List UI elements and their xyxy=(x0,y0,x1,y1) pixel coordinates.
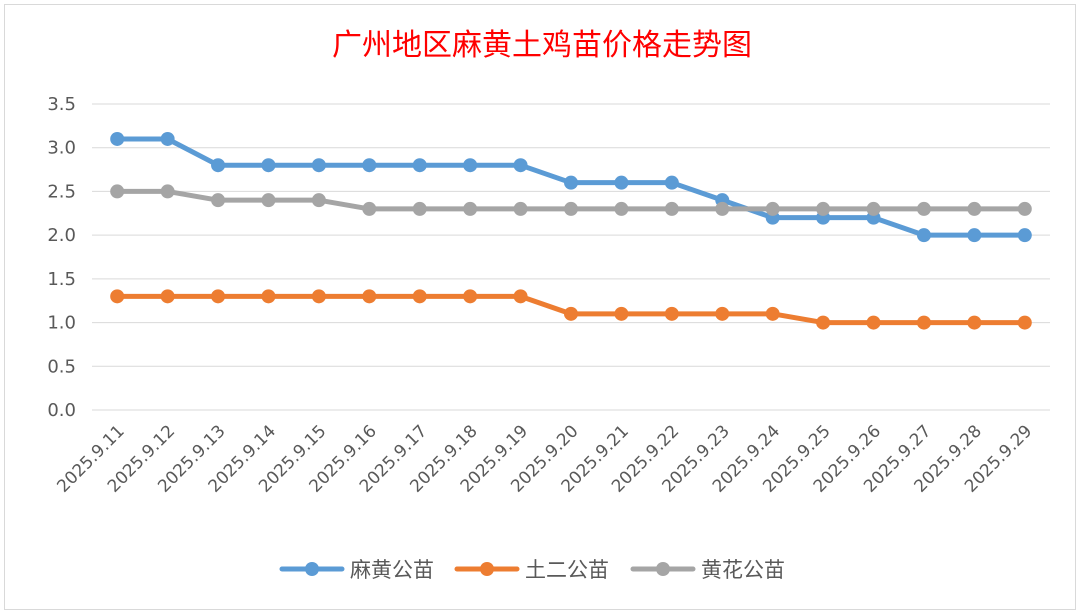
data-point xyxy=(513,201,528,216)
data-point xyxy=(463,289,478,304)
data-point xyxy=(664,306,679,321)
gridlines xyxy=(92,103,1050,411)
data-point xyxy=(967,201,982,216)
legend-label: 土二公苗 xyxy=(525,558,609,582)
data-point xyxy=(311,193,326,208)
series-group xyxy=(110,131,1032,330)
data-point xyxy=(110,184,125,199)
data-point xyxy=(916,201,931,216)
data-point xyxy=(160,289,175,304)
data-point xyxy=(362,289,377,304)
data-point xyxy=(261,193,276,208)
legend-item: 土二公苗 xyxy=(454,558,609,582)
legend-label: 黄花公苗 xyxy=(701,558,785,582)
data-point xyxy=(816,201,831,216)
data-point xyxy=(967,228,982,243)
data-point xyxy=(311,289,326,304)
y-tick-label: 3.0 xyxy=(47,138,76,159)
data-point xyxy=(412,201,427,216)
data-point xyxy=(916,315,931,330)
data-point xyxy=(362,158,377,173)
data-point xyxy=(967,315,982,330)
chart-area xyxy=(4,4,1076,610)
legend-swatch-marker xyxy=(305,562,319,576)
data-point xyxy=(1017,315,1032,330)
data-point xyxy=(1017,228,1032,243)
chart-title: 广州地区麻黄土鸡苗价格走势图 xyxy=(332,28,752,63)
data-point xyxy=(765,201,780,216)
series-3 xyxy=(110,184,1032,216)
data-point xyxy=(513,289,528,304)
data-point xyxy=(160,131,175,146)
data-point xyxy=(211,193,226,208)
legend-swatch-marker xyxy=(656,562,670,576)
data-point xyxy=(564,201,578,216)
y-tick-label: 2.0 xyxy=(47,225,76,246)
y-axis: 0.0 0.5 1.0 1.5 2.0 2.5 3.0 3.5 xyxy=(47,94,76,421)
data-point xyxy=(463,201,478,216)
data-point xyxy=(816,315,831,330)
legend-label: 麻黄公苗 xyxy=(350,558,434,582)
data-point xyxy=(261,289,276,304)
data-point xyxy=(614,306,629,321)
data-point xyxy=(412,158,427,173)
data-point xyxy=(211,158,226,173)
legend-item: 麻黄公苗 xyxy=(279,558,434,582)
data-point xyxy=(211,289,226,304)
data-point xyxy=(362,201,377,216)
data-point xyxy=(513,158,528,173)
data-point xyxy=(110,289,125,304)
data-point xyxy=(564,175,578,190)
y-tick-label: 0.5 xyxy=(47,356,76,377)
series-1 xyxy=(110,131,1032,243)
data-point xyxy=(160,184,175,199)
data-point xyxy=(866,201,881,216)
data-point xyxy=(765,306,780,321)
y-tick-label: 3.5 xyxy=(47,94,76,115)
legend-swatch-marker xyxy=(480,562,494,576)
legend: 麻黄公苗 土二公苗 黄花公苗 xyxy=(279,558,785,582)
data-point xyxy=(311,158,326,173)
data-point xyxy=(614,201,629,216)
data-point xyxy=(715,201,730,216)
y-tick-label: 1.5 xyxy=(47,269,76,290)
data-point xyxy=(261,158,276,173)
data-point xyxy=(614,175,629,190)
legend-item: 黄花公苗 xyxy=(630,558,785,582)
data-point xyxy=(664,201,679,216)
series-2 xyxy=(110,289,1032,330)
y-tick-label: 2.5 xyxy=(47,181,76,202)
data-point xyxy=(463,158,478,173)
data-point xyxy=(110,131,125,146)
x-axis: 2025.9.112025.9.122025.9.132025.9.142025… xyxy=(53,421,1036,496)
data-point xyxy=(916,228,931,243)
y-tick-label: 1.0 xyxy=(47,313,76,334)
data-point xyxy=(1017,201,1032,216)
data-point xyxy=(412,289,427,304)
data-point xyxy=(664,175,679,190)
data-point xyxy=(564,306,578,321)
y-tick-label: 0.0 xyxy=(47,400,76,421)
data-point xyxy=(866,315,881,330)
data-point xyxy=(715,306,730,321)
